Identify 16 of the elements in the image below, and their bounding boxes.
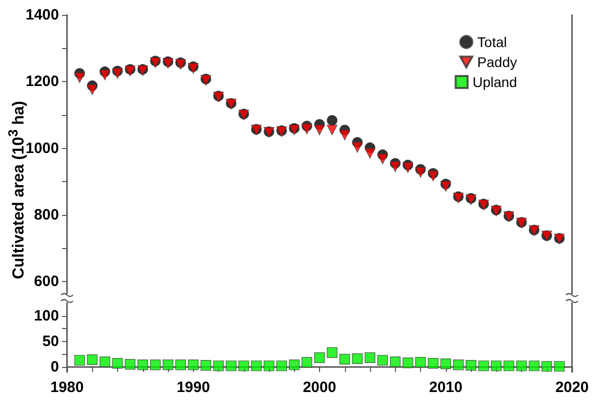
legend-label: Paddy [477, 54, 518, 70]
y-tick-label: 0 [50, 358, 59, 376]
y-tick-label: 100 [34, 307, 59, 324]
x-tick-label: 2000 [302, 379, 336, 396]
y-tick-label: 800 [34, 206, 59, 224]
y-tick-label: 50 [42, 332, 59, 350]
x-tick-label: 2010 [429, 379, 462, 396]
y-tick-label: 1200 [26, 73, 59, 90]
legend-label: Upland [472, 74, 518, 90]
y-tick-label: 1000 [26, 140, 59, 157]
y-tick-label: 600 [34, 273, 59, 290]
x-tick-label: 1990 [176, 379, 210, 396]
x-tick-label: 1980 [50, 379, 84, 396]
x-tick-label: 2020 [555, 379, 589, 396]
y-tick-label: 1400 [26, 6, 59, 24]
legend-label: Total [477, 34, 507, 50]
